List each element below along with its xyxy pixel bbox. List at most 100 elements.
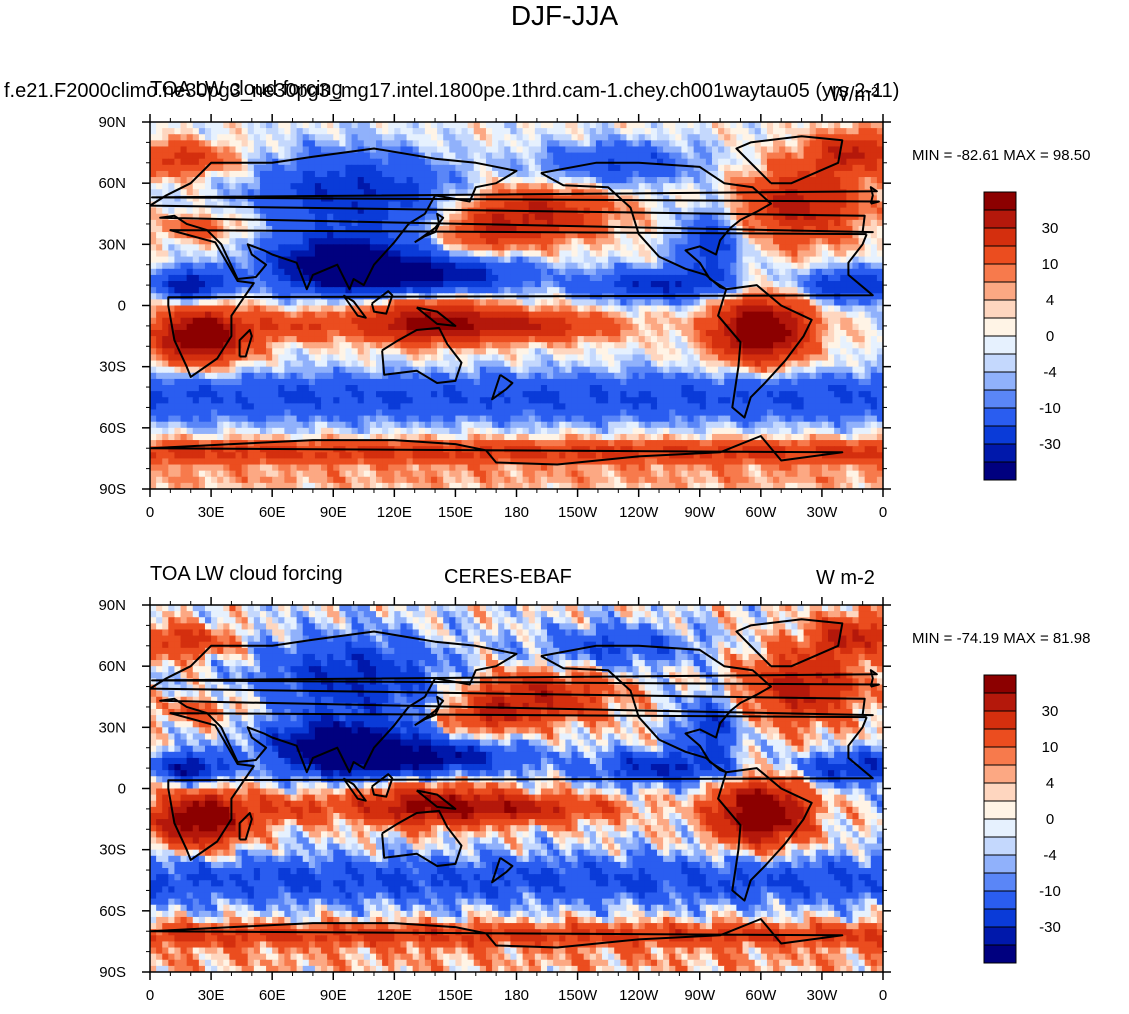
heatmap-cell	[437, 170, 444, 178]
heatmap-cell	[809, 238, 817, 245]
heatmap-cell	[602, 329, 609, 337]
heatmap-cell	[198, 201, 206, 209]
heatmap-cell	[150, 250, 157, 258]
heatmap-cell	[834, 262, 841, 270]
heatmap-cell	[828, 354, 835, 362]
heatmap-cell	[589, 134, 597, 141]
heatmap-cell	[809, 274, 817, 282]
heatmap-cell	[394, 134, 402, 141]
heatmap-cell	[162, 207, 169, 215]
heatmap-cell	[553, 354, 560, 362]
heatmap-cell	[174, 287, 182, 294]
heatmap-cell	[803, 232, 811, 239]
heatmap-cell	[156, 152, 163, 160]
heatmap-cell	[632, 244, 640, 252]
heatmap-cell	[797, 146, 805, 154]
heatmap-cell	[467, 225, 475, 233]
heatmap-cell	[492, 189, 499, 196]
heatmap-cell	[327, 342, 334, 349]
heatmap-cell	[302, 207, 310, 215]
heatmap-cell	[547, 201, 554, 209]
heatmap-cell	[339, 299, 347, 307]
heatmap-cell	[186, 311, 194, 319]
heatmap-cell	[785, 293, 792, 300]
heatmap-cell	[351, 366, 359, 374]
heatmap-cell	[473, 164, 481, 172]
heatmap-cell	[327, 311, 334, 319]
heatmap-cell	[321, 366, 328, 374]
heatmap-cell	[656, 183, 664, 190]
heatmap-cell	[357, 238, 365, 245]
heatmap-cell	[547, 281, 554, 288]
heatmap-cell	[388, 366, 395, 374]
heatmap-cell	[333, 189, 340, 196]
heatmap-cell	[650, 256, 658, 264]
heatmap-cell	[204, 354, 212, 362]
heatmap-cell	[345, 323, 353, 331]
heatmap-cell	[809, 183, 817, 190]
heatmap-cell	[223, 201, 231, 209]
heatmap-cell	[479, 329, 487, 337]
heatmap-cell	[223, 213, 231, 221]
heatmap-cell	[809, 360, 817, 368]
heatmap-cell	[223, 146, 231, 154]
heatmap-cell	[351, 336, 359, 343]
heatmap-cell	[589, 262, 597, 270]
heatmap-cell	[565, 262, 573, 270]
heatmap-cell	[162, 372, 169, 380]
heatmap-cell	[443, 238, 450, 245]
heatmap-cell	[656, 348, 664, 356]
heatmap-cell	[766, 250, 774, 258]
heatmap-cell	[211, 177, 218, 184]
heatmap-cell	[522, 299, 530, 307]
heatmap-cell	[400, 305, 408, 313]
heatmap-cell	[321, 348, 328, 356]
heatmap-cell	[608, 122, 615, 129]
heatmap-cell	[400, 348, 408, 356]
heatmap-cell	[589, 152, 597, 160]
heatmap-cell	[296, 225, 304, 233]
heatmap-cell	[437, 281, 444, 288]
heatmap-cell	[608, 366, 615, 374]
heatmap-cell	[540, 287, 548, 294]
heatmap-cell	[809, 311, 817, 319]
heatmap-cell	[608, 287, 615, 294]
heatmap-cell	[779, 262, 786, 270]
heatmap-cell	[632, 366, 640, 374]
heatmap-cell	[461, 244, 469, 252]
heatmap-cell	[809, 250, 817, 258]
heatmap-cell	[504, 219, 511, 227]
heatmap-cell	[516, 342, 524, 349]
heatmap-cell	[180, 329, 188, 337]
heatmap-cell	[583, 311, 591, 319]
heatmap-cell	[479, 152, 487, 160]
heatmap-cell	[779, 311, 786, 319]
heatmap-cell	[711, 256, 719, 264]
heatmap-cell	[858, 250, 866, 258]
heatmap-cell	[253, 232, 261, 239]
heatmap-cell	[553, 342, 560, 349]
heatmap-cell	[595, 281, 603, 288]
heatmap-cell	[333, 146, 340, 154]
heatmap-cell	[198, 336, 206, 343]
heatmap-cell	[186, 360, 194, 368]
heatmap-cell	[669, 164, 676, 172]
heatmap-cell	[253, 274, 261, 282]
heatmap-cell	[272, 317, 279, 325]
heatmap-cell	[748, 342, 756, 349]
heatmap-cell	[272, 225, 279, 233]
heatmap-cell	[711, 170, 719, 178]
heatmap-cell	[449, 164, 457, 172]
heatmap-cell	[388, 305, 395, 313]
heatmap-cell	[608, 207, 615, 215]
heatmap-cell	[400, 299, 408, 307]
heatmap-cell	[211, 317, 218, 325]
heatmap-cell	[437, 183, 444, 190]
heatmap-cell	[192, 262, 200, 270]
heatmap-cell	[522, 201, 530, 209]
heatmap-cell	[150, 232, 157, 239]
heatmap-cell	[547, 348, 554, 356]
heatmap-cell	[400, 158, 408, 166]
heatmap-cell	[608, 152, 615, 160]
heatmap-cell	[321, 170, 328, 178]
